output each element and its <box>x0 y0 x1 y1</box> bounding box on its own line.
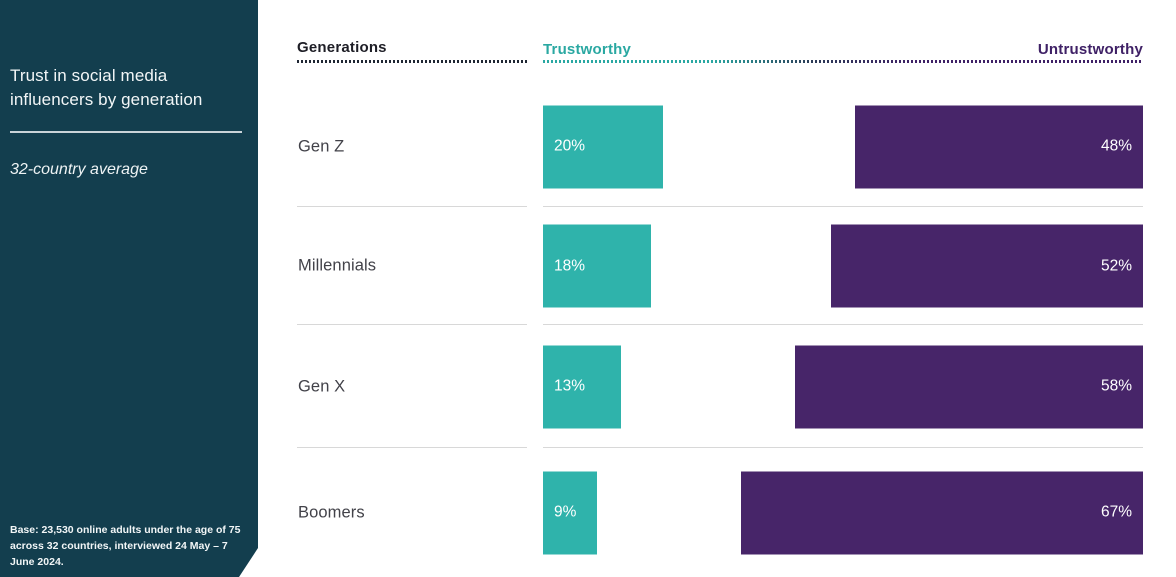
trustworthy-value-label: 13% <box>554 377 586 395</box>
untrustworthy-value-label: 52% <box>1100 257 1132 274</box>
base-note: Base: 23,530 online adults under the age… <box>10 524 241 568</box>
trustworthy-value-label: 18% <box>554 257 586 274</box>
trustworthy-value-label: 20% <box>554 137 586 155</box>
chart-row-gen-z: Gen Z 20% 48% <box>258 86 1176 207</box>
row-label: Boomers <box>298 503 365 521</box>
row-divider <box>297 447 527 448</box>
trustworthy-bar: 18% <box>543 224 651 308</box>
row-divider <box>543 206 1143 207</box>
untrustworthy-value-label: 67% <box>1100 503 1132 521</box>
generations-underline <box>297 60 527 63</box>
chart-area: Generations Trustworthy Untrustworthy Ge… <box>258 0 1176 577</box>
untrustworthy-series-header: Untrustworthy <box>1037 41 1143 58</box>
row-label: Gen Z <box>298 137 345 155</box>
trustworthy-series-header: Trustworthy <box>543 41 632 58</box>
row-label: Gen X <box>298 377 346 395</box>
row-divider <box>543 324 1143 325</box>
chart-row-boomers: Boomers 9% 67% <box>258 448 1176 577</box>
chart-subtitle: 32-country average <box>10 161 148 178</box>
row-divider <box>297 324 527 325</box>
untrustworthy-bar: 58% <box>795 345 1143 428</box>
untrustworthy-bar: 67% <box>741 471 1143 554</box>
row-divider <box>297 206 527 207</box>
sidebar: Trust in social media influencers by gen… <box>0 0 258 577</box>
trustworthy-bar: 20% <box>543 105 663 188</box>
chart-row-gen-x: Gen X 13% 58% <box>258 325 1176 448</box>
untrustworthy-bar: 52% <box>831 224 1143 308</box>
trustworthy-bar: 13% <box>543 345 621 428</box>
trustworthy-bar: 9% <box>543 471 597 554</box>
untrustworthy-value-label: 58% <box>1100 377 1132 395</box>
series-underline <box>543 60 1143 63</box>
generations-column-header: Generations <box>297 39 387 56</box>
untrustworthy-bar: 48% <box>855 105 1143 188</box>
row-divider <box>543 447 1143 448</box>
row-label: Millennials <box>298 256 377 275</box>
chart-rows: Gen Z 20% 48% Millennials 18% 52% Gen X <box>258 86 1176 577</box>
trustworthy-value-label: 9% <box>554 503 577 521</box>
chart-row-millennials: Millennials 18% 52% <box>258 207 1176 325</box>
sidebar-divider <box>10 131 242 133</box>
untrustworthy-value-label: 48% <box>1100 137 1132 155</box>
chart-title: Trust in social media influencers by gen… <box>10 66 203 109</box>
